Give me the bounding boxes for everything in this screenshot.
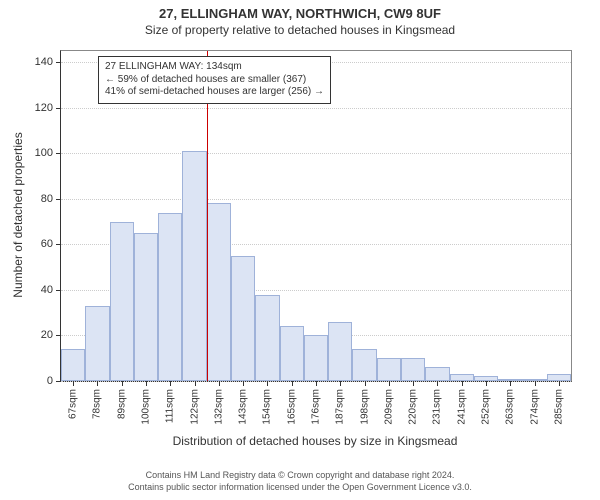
histogram-bar	[61, 349, 85, 381]
histogram-bar	[110, 222, 134, 381]
histogram-bar	[304, 335, 328, 381]
histogram-bar	[134, 233, 158, 381]
x-axis-label: Distribution of detached houses by size …	[173, 434, 458, 448]
y-tick-label: 80	[41, 193, 61, 205]
x-tick-label: 209sqm	[383, 381, 394, 425]
gridline	[61, 153, 571, 154]
x-tick-label: 165sqm	[286, 381, 297, 425]
x-tick-label: 111sqm	[165, 381, 176, 423]
x-tick-label: 198sqm	[359, 381, 370, 425]
x-tick-label: 252sqm	[481, 381, 492, 425]
x-tick-label: 231sqm	[432, 381, 443, 425]
y-tick-label: 20	[41, 329, 61, 341]
histogram-bar	[182, 151, 206, 381]
y-tick-label: 40	[41, 284, 61, 296]
histogram-bar	[352, 349, 376, 381]
histogram-bar	[255, 295, 279, 381]
histogram-bar	[401, 358, 425, 381]
y-tick-label: 140	[35, 56, 61, 68]
gridline	[61, 108, 571, 109]
y-tick-label: 100	[35, 147, 61, 159]
x-tick-label: 285sqm	[553, 381, 564, 425]
chart-title-sub: Size of property relative to detached ho…	[0, 21, 600, 37]
y-tick-label: 60	[41, 238, 61, 250]
x-tick-label: 100sqm	[141, 381, 152, 425]
histogram-bar	[425, 367, 449, 381]
footer: Contains HM Land Registry data © Crown c…	[0, 470, 600, 493]
x-tick-label: 241sqm	[456, 381, 467, 425]
annotation-line-2: ← 59% of detached houses are smaller (36…	[105, 74, 324, 87]
x-tick-label: 78sqm	[92, 381, 103, 419]
histogram-bar	[207, 203, 231, 381]
x-tick-label: 143sqm	[238, 381, 249, 425]
histogram-bar	[158, 213, 182, 381]
x-tick-label: 122sqm	[189, 381, 200, 425]
chart-container: 27, ELLINGHAM WAY, NORTHWICH, CW9 8UF Si…	[0, 0, 600, 500]
annotation-box: 27 ELLINGHAM WAY: 134sqm ← 59% of detach…	[98, 56, 331, 104]
x-tick-label: 220sqm	[408, 381, 419, 425]
histogram-bar	[547, 374, 571, 381]
histogram-bar	[328, 322, 352, 381]
histogram-bar	[280, 326, 304, 381]
x-tick-label: 89sqm	[116, 381, 127, 419]
annotation-line-1: 27 ELLINGHAM WAY: 134sqm	[105, 61, 324, 74]
x-tick-label: 67sqm	[68, 381, 79, 419]
gridline	[61, 199, 571, 200]
x-tick-label: 154sqm	[262, 381, 273, 425]
x-tick-label: 187sqm	[335, 381, 346, 425]
annotation-line-3: 41% of semi-detached houses are larger (…	[105, 86, 324, 99]
footer-line-2: Contains public sector information licen…	[0, 482, 600, 494]
x-tick-label: 274sqm	[529, 381, 540, 425]
histogram-bar	[85, 306, 109, 381]
x-tick-label: 132sqm	[213, 381, 224, 425]
y-tick-label: 0	[47, 375, 61, 387]
y-tick-label: 120	[35, 102, 61, 114]
chart-title-main: 27, ELLINGHAM WAY, NORTHWICH, CW9 8UF	[0, 0, 600, 21]
y-axis-label: Number of detached properties	[11, 132, 25, 297]
footer-line-1: Contains HM Land Registry data © Crown c…	[0, 470, 600, 482]
histogram-bar	[450, 374, 474, 381]
histogram-bar	[231, 256, 255, 381]
histogram-bar	[377, 358, 401, 381]
x-tick-label: 176sqm	[311, 381, 322, 425]
x-tick-label: 263sqm	[505, 381, 516, 425]
